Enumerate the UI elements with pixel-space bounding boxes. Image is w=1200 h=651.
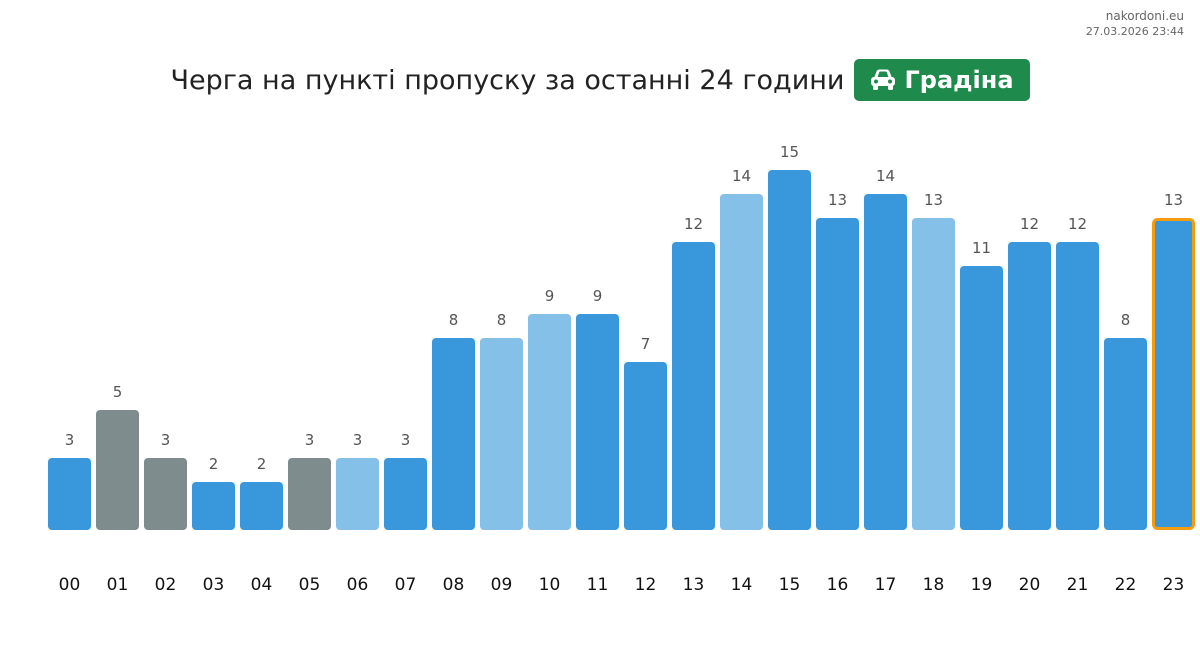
tick-label-06: 06 <box>347 575 369 595</box>
chart-title: Черга на пункті пропуску за останні 24 г… <box>170 64 845 96</box>
tick-label-02: 02 <box>155 575 177 595</box>
tick-label-22: 22 <box>1115 575 1137 595</box>
tick-label-14: 14 <box>731 575 753 595</box>
tick-label-01: 01 <box>107 575 129 595</box>
bar-15 <box>768 170 811 530</box>
tick-label-03: 03 <box>203 575 225 595</box>
value-label-21: 12 <box>1068 215 1087 233</box>
tick-label-23: 23 <box>1163 575 1185 595</box>
bar-21 <box>1056 242 1099 530</box>
value-label-04: 2 <box>257 455 267 473</box>
value-label-02: 3 <box>161 431 171 449</box>
bar-00 <box>48 458 91 530</box>
source-timestamp: 27.03.2026 23:44 <box>1085 25 1184 38</box>
bar-11 <box>576 314 619 530</box>
value-label-13: 12 <box>684 215 703 233</box>
value-label-23: 13 <box>1164 191 1183 209</box>
tick-label-12: 12 <box>635 575 657 595</box>
value-label-14: 14 <box>732 167 751 185</box>
value-label-06: 3 <box>353 431 363 449</box>
tick-label-18: 18 <box>923 575 945 595</box>
source-info: nakordoni.eu 27.03.2026 23:44 <box>1086 9 1184 39</box>
value-label-05: 3 <box>305 431 315 449</box>
source-site: nakordoni.eu <box>1105 9 1184 23</box>
bar-22 <box>1104 338 1147 530</box>
value-label-07: 3 <box>401 431 411 449</box>
tick-label-04: 04 <box>251 575 273 595</box>
value-label-20: 12 <box>1020 215 1039 233</box>
value-label-01: 5 <box>113 383 123 401</box>
value-label-11: 9 <box>593 287 603 305</box>
tick-label-00: 00 <box>59 575 81 595</box>
bar-16 <box>816 218 859 530</box>
tick-label-05: 05 <box>299 575 321 595</box>
bar-13 <box>672 242 715 530</box>
checkpoint-name: Градіна <box>904 66 1014 94</box>
car-icon <box>871 69 896 90</box>
bar-09 <box>480 338 523 530</box>
tick-label-09: 09 <box>491 575 513 595</box>
tick-label-21: 21 <box>1067 575 1089 595</box>
bar-19 <box>960 266 1003 530</box>
tick-label-13: 13 <box>683 575 705 595</box>
tick-label-11: 11 <box>587 575 609 595</box>
bar-08 <box>432 338 475 530</box>
bar-12 <box>624 362 667 530</box>
value-label-19: 11 <box>972 239 991 257</box>
value-label-12: 7 <box>641 335 651 353</box>
tick-label-16: 16 <box>827 575 849 595</box>
value-label-03: 2 <box>209 455 219 473</box>
bar-06 <box>336 458 379 530</box>
bar-04 <box>240 482 283 530</box>
checkpoint-badge: Градіна <box>854 59 1030 101</box>
value-label-17: 14 <box>876 167 895 185</box>
value-label-08: 8 <box>449 311 459 329</box>
value-label-15: 15 <box>780 143 799 161</box>
bar-01 <box>96 410 139 530</box>
value-label-10: 9 <box>545 287 555 305</box>
bar-17 <box>864 194 907 530</box>
bar-10 <box>528 314 571 530</box>
value-label-09: 8 <box>497 311 507 329</box>
tick-label-07: 07 <box>395 575 417 595</box>
bar-02 <box>144 458 187 530</box>
value-label-00: 3 <box>65 431 75 449</box>
bar-23 <box>1152 218 1195 530</box>
bar-20 <box>1008 242 1051 530</box>
tick-label-08: 08 <box>443 575 465 595</box>
chart-header: Черга на пункті пропуску за останні 24 г… <box>0 58 1200 102</box>
value-label-18: 13 <box>924 191 943 209</box>
bar-18 <box>912 218 955 530</box>
tick-label-19: 19 <box>971 575 993 595</box>
bar-07 <box>384 458 427 530</box>
value-label-16: 13 <box>828 191 847 209</box>
tick-label-17: 17 <box>875 575 897 595</box>
bar-03 <box>192 482 235 530</box>
value-label-22: 8 <box>1121 311 1131 329</box>
bar-05 <box>288 458 331 530</box>
tick-label-20: 20 <box>1019 575 1041 595</box>
bar-14 <box>720 194 763 530</box>
tick-label-15: 15 <box>779 575 801 595</box>
tick-label-10: 10 <box>539 575 561 595</box>
